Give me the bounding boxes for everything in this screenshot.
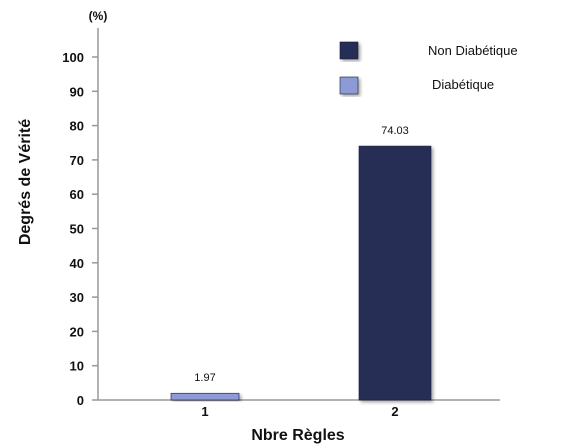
- y-tick-label: 60: [70, 187, 84, 202]
- bar-value-label: 74.03: [381, 125, 409, 137]
- y-tick-label: 20: [70, 324, 84, 339]
- x-tick-label: 1: [201, 404, 208, 419]
- y-tick-label: 80: [70, 119, 84, 134]
- y-tick-label: 10: [70, 359, 84, 374]
- legend-label-non-diabetique: Non Diabétique: [428, 43, 518, 58]
- legend-swatch-non-diabetique: [339, 41, 359, 60]
- y-axis-ticks: 0 10 20 30 40 50 60 70 80 90 100: [62, 50, 98, 408]
- y-tick-label: 50: [70, 222, 84, 237]
- y-tick-label: 40: [70, 256, 84, 271]
- y-tick-label: 70: [70, 153, 84, 168]
- y-axis-title: Degrés de Vérité: [17, 119, 34, 245]
- legend-label-diabetique: Diabétique: [432, 77, 494, 92]
- bars-group: 1.97 74.03: [170, 125, 432, 401]
- bar-non-diabetique: [358, 145, 432, 401]
- y-unit-label: (%): [89, 9, 108, 23]
- x-tick-label: 2: [391, 404, 398, 419]
- y-tick-label: 90: [70, 84, 84, 99]
- bar-diabetique: [170, 392, 240, 401]
- legend: Non Diabétique Diabétique: [339, 41, 518, 95]
- x-axis-title: Nbre Règles: [251, 427, 344, 444]
- y-tick-label: 100: [62, 50, 84, 65]
- bar-value-label: 1.97: [194, 372, 215, 384]
- legend-swatch-diabetique: [339, 76, 359, 95]
- y-tick-label: 0: [77, 393, 84, 408]
- y-tick-label: 30: [70, 290, 84, 305]
